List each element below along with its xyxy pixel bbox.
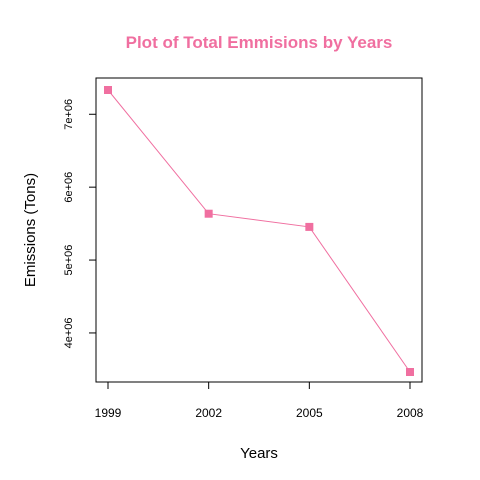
data-point-marker <box>204 209 213 218</box>
y-tick-label: 6e+06 <box>63 172 75 203</box>
x-tick-label: 2008 <box>397 406 424 420</box>
x-tick-label: 2002 <box>195 406 222 420</box>
data-point-marker <box>104 86 112 94</box>
y-axis-label: Emissions (Tons) <box>22 173 39 287</box>
data-point-marker <box>305 222 314 231</box>
series-line <box>107 89 411 373</box>
x-tick-label: 2005 <box>296 406 323 420</box>
y-tick-label: 5e+06 <box>63 245 75 276</box>
chart-title: Plot of Total Emmisions by Years <box>126 33 393 52</box>
y-axis: 4e+06 5e+06 6e+06 7e+06 <box>63 99 97 348</box>
y-tick-label: 7e+06 <box>63 99 75 130</box>
x-axis: 1999 2002 2005 2008 <box>95 381 424 420</box>
x-tick-label: 1999 <box>95 406 122 420</box>
x-axis-label: Years <box>240 445 278 462</box>
data-point-marker <box>406 368 414 376</box>
y-tick-label: 4e+06 <box>63 317 75 348</box>
plot-frame <box>95 77 423 383</box>
series-layer <box>104 86 414 376</box>
